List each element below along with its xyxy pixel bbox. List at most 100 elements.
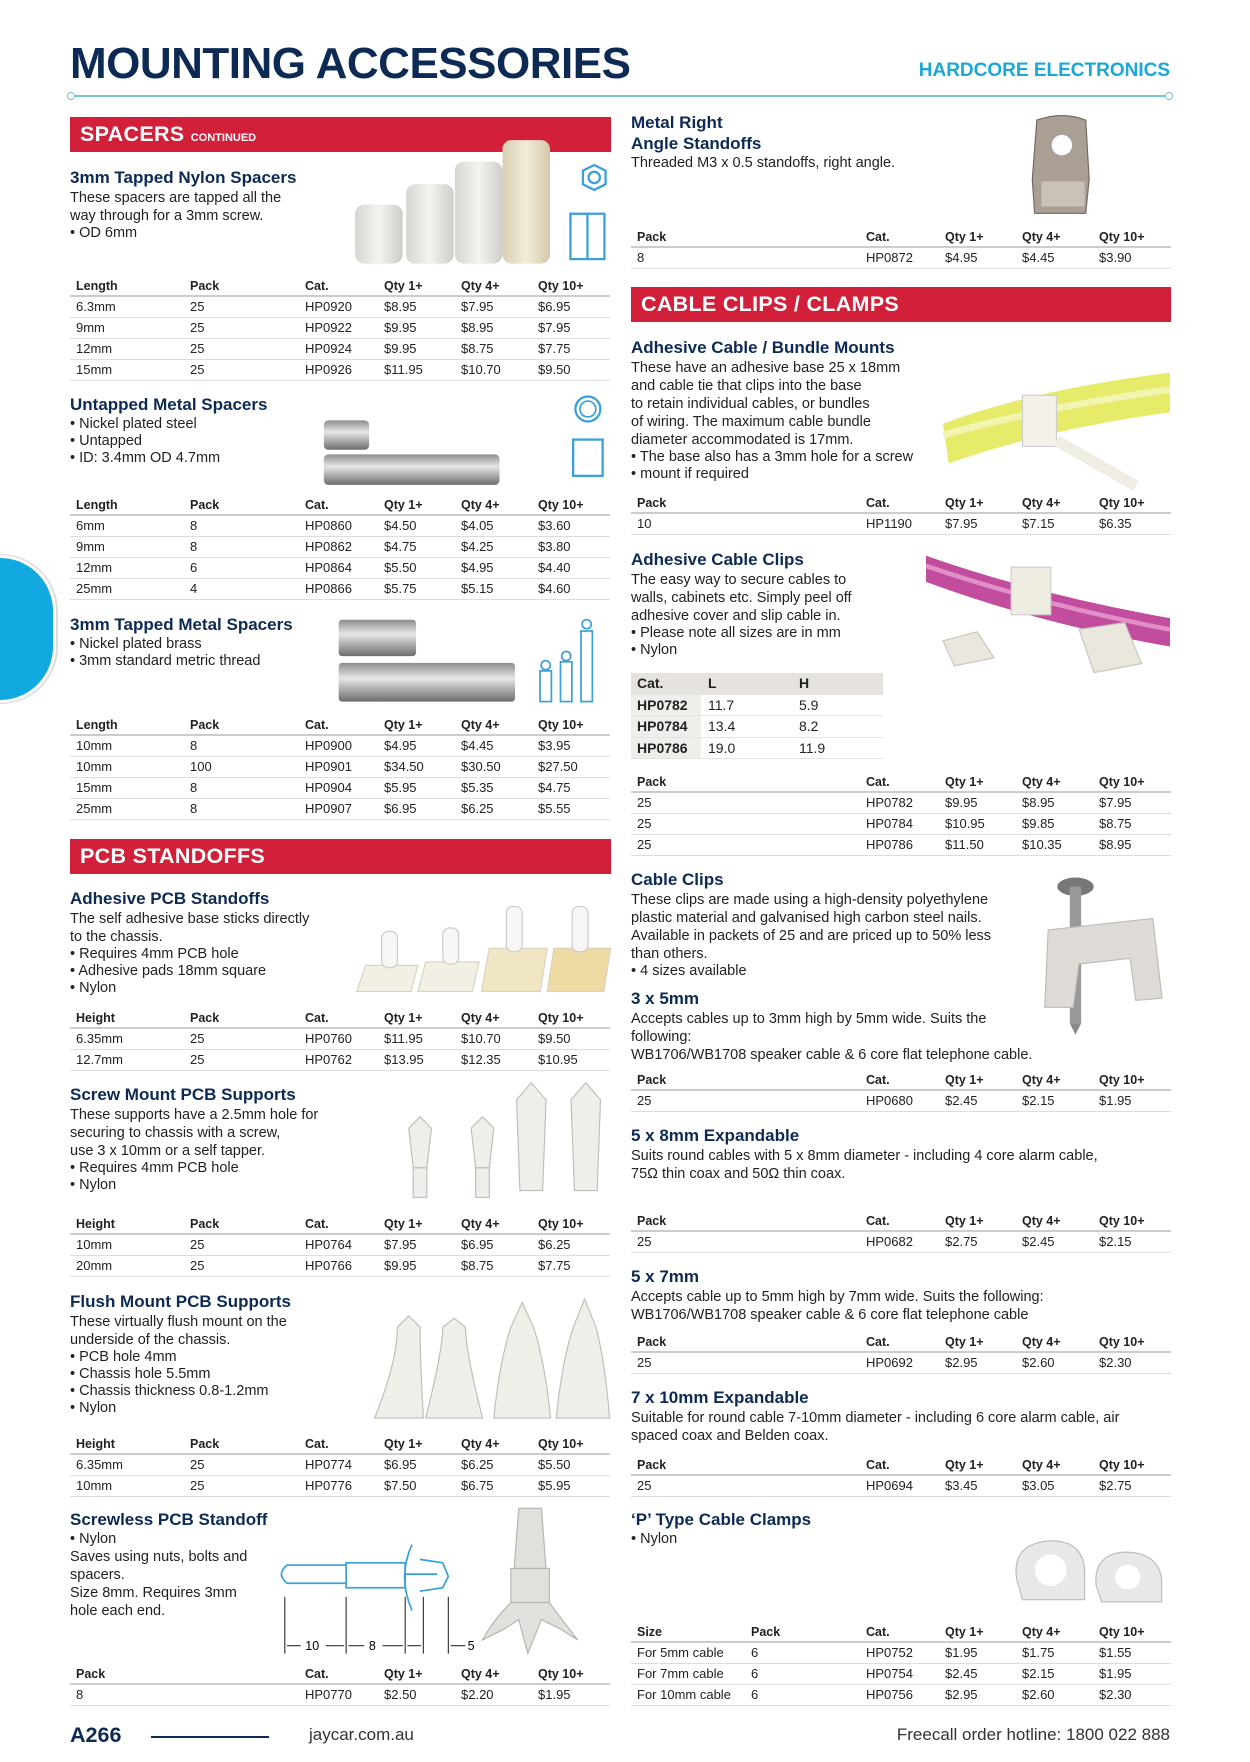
table-cell: 25 <box>190 319 205 335</box>
description-line: WB1706/WB1708 speaker cable & 6 core fla… <box>631 1046 1033 1063</box>
column-header: Qty 10+ <box>1099 1335 1145 1349</box>
price-table: Pack Cat. Qty 1+ Qty 4+ Qty 10+ 25 HP0782 $9.95… <box>631 772 1171 856</box>
product-section-c5x7: 5 x 7mm Accepts cable up to 5mm high by 7… <box>631 1267 1171 1324</box>
column-header: Pack <box>190 1217 220 1231</box>
table-cell: HP0770 <box>305 1686 352 1702</box>
table-cell: $3.90 <box>1099 249 1132 265</box>
table-cell: 100 <box>190 758 212 774</box>
bullet-text: Requires 4mm PCB hole <box>79 945 239 962</box>
header-divider <box>67 92 1173 100</box>
column-header: Cat. <box>866 1073 890 1087</box>
table-row: 25mm 8 HP0907 $6.95 $6.25 $5.55 <box>70 799 610 820</box>
product-section-adhesive_clips: Adhesive Cable Clips The easy way to secu… <box>631 550 1171 659</box>
table-row: 25 HP0692 $2.95 $2.60 $2.30 <box>631 1353 1171 1374</box>
price-table: Size Pack Cat. Qty 1+ Qty 4+ Qty 10+ For 5mm c… <box>631 1622 1171 1706</box>
table-cell: $4.75 <box>384 538 417 554</box>
product-heading: Screw Mount PCB Supports <box>70 1085 296 1104</box>
description-line: Accepts cables up to 3mm high by 5mm wid… <box>631 1010 987 1027</box>
column-header: Qty 10+ <box>538 1667 584 1681</box>
column-header: Qty 4+ <box>461 1011 500 1025</box>
product-heading: Angle Standoffs <box>631 133 762 153</box>
column-header: Qty 10+ <box>538 279 584 293</box>
table-cell: HP0760 <box>305 1030 352 1046</box>
table-cell: 25 <box>637 794 652 810</box>
column-header: Qty 1+ <box>384 1011 423 1025</box>
table-cell: $9.95 <box>945 794 978 810</box>
table-header-row: Length Pack Cat. Qty 1+ Qty 4+ Qty 10+ <box>70 715 610 736</box>
table-cell: $4.50 <box>384 517 417 533</box>
table-cell: HP0764 <box>305 1236 352 1252</box>
column-header: Pack <box>190 1437 220 1451</box>
table-row: 20mm 25 HP0766 $9.95 $8.75 $7.75 <box>70 1256 610 1277</box>
table-cell: $7.15 <box>1022 515 1055 531</box>
dims-row: HP0782 11.7 5.9 <box>631 694 883 717</box>
table-cell: HP0900 <box>305 737 352 753</box>
description-line: Saves using nuts, bolts and <box>70 1548 248 1565</box>
table-cell: HP0901 <box>305 758 352 774</box>
column-header: Cat. <box>305 1667 329 1681</box>
table-cell: $5.50 <box>384 559 417 575</box>
diagram-label-5: 5 <box>468 1639 475 1653</box>
bullet-item: • 3mm standard metric thread <box>70 652 261 669</box>
table-header-row: Size Pack Cat. Qty 1+ Qty 4+ Qty 10+ <box>631 1622 1171 1643</box>
product-section-c5x8: 5 x 8mm Expandable Suits round cables wit… <box>631 1126 1171 1183</box>
column-header: Qty 1+ <box>945 775 984 789</box>
product-heading: 7 x 10mm Expandable <box>631 1388 809 1407</box>
table-row: 6.35mm 25 HP0774 $6.95 $6.25 $5.50 <box>70 1455 610 1476</box>
p-type-clamps-image <box>1015 1540 1163 1603</box>
column-header: Qty 4+ <box>461 1437 500 1451</box>
table-row: 9mm 8 HP0862 $4.75 $4.25 $3.80 <box>70 537 610 558</box>
bullet-text: 3mm standard metric thread <box>79 652 261 669</box>
table-cell: $11.95 <box>384 361 423 377</box>
column-header: Qty 4+ <box>461 1217 500 1231</box>
table-cell: 11.9 <box>799 739 826 756</box>
column-header: Pack <box>637 1214 667 1228</box>
column-header: Qty 10+ <box>538 1011 584 1025</box>
column-header: Qty 4+ <box>461 1667 500 1681</box>
table-cell: 6 <box>751 1665 759 1681</box>
description-line: These virtually flush mount on the <box>70 1313 287 1330</box>
column-header: Qty 10+ <box>538 1437 584 1451</box>
table-row: 25 HP0786 $11.50 $10.35 $8.95 <box>631 835 1171 856</box>
description-line: of wiring. The maximum cable bundle <box>631 413 871 430</box>
price-table: Pack Cat. Qty 1+ Qty 4+ Qty 10+ 25 HP0682 $2.75… <box>631 1211 1171 1253</box>
table-row: 12.7mm 25 HP0762 $13.95 $12.35 $10.95 <box>70 1050 610 1071</box>
table-cell: 12mm <box>76 559 113 575</box>
description-line: hole each end. <box>70 1602 166 1619</box>
column-header: Qty 1+ <box>384 498 423 512</box>
column-header: Cat. <box>866 230 890 244</box>
table-cell: $10.70 <box>461 1030 501 1046</box>
table-cell: $7.95 <box>384 1236 417 1252</box>
table-cell: For 5mm cable <box>637 1644 724 1660</box>
column-header: Cat. <box>305 1217 329 1231</box>
table-cell: HP0766 <box>305 1257 352 1273</box>
table-cell: 25 <box>637 1233 652 1249</box>
description-line: spacers. <box>70 1566 125 1583</box>
table-cell: $10.70 <box>461 361 501 377</box>
table-row: 25 HP0784 $10.95 $9.85 $8.75 <box>631 814 1171 835</box>
bullet-text: Chassis thickness 0.8-1.2mm <box>79 1382 269 1399</box>
table-cell: 9mm <box>76 319 105 335</box>
dims-header-row: Cat. L H <box>631 673 883 695</box>
table-cell: $2.50 <box>384 1686 417 1702</box>
description-line: 75Ω thin coax and 50Ω thin coax. <box>631 1165 846 1182</box>
table-cell: HP0862 <box>305 538 352 554</box>
description-line: walls, cabinets etc. Simply peel off <box>631 589 852 606</box>
table-cell: $3.05 <box>1022 1477 1055 1493</box>
bullet-item: • Nylon <box>70 1176 117 1193</box>
description-line: following: <box>631 1028 692 1045</box>
column-header: Qty 4+ <box>1022 496 1061 510</box>
column-header: Cat. <box>866 496 890 510</box>
table-cell: $4.05 <box>461 517 494 533</box>
price-table: Pack Cat. Qty 1+ Qty 4+ Qty 10+ 10 HP1190 $7.95… <box>631 493 1171 535</box>
table-cell: $5.35 <box>461 779 494 795</box>
website-link[interactable]: jaycar.com.au <box>309 1725 414 1744</box>
column-header: Pack <box>637 1458 667 1472</box>
table-cell: 25 <box>190 340 205 356</box>
table-cell: $6.95 <box>384 800 417 816</box>
table-row: 6.3mm 25 HP0920 $8.95 $7.95 $6.95 <box>70 297 610 318</box>
table-cell: $1.55 <box>1099 1644 1132 1660</box>
table-cell: $6.95 <box>461 1236 494 1252</box>
table-cell: $2.15 <box>1022 1665 1055 1681</box>
bullet-item: • Chassis hole 5.5mm <box>70 1365 211 1382</box>
